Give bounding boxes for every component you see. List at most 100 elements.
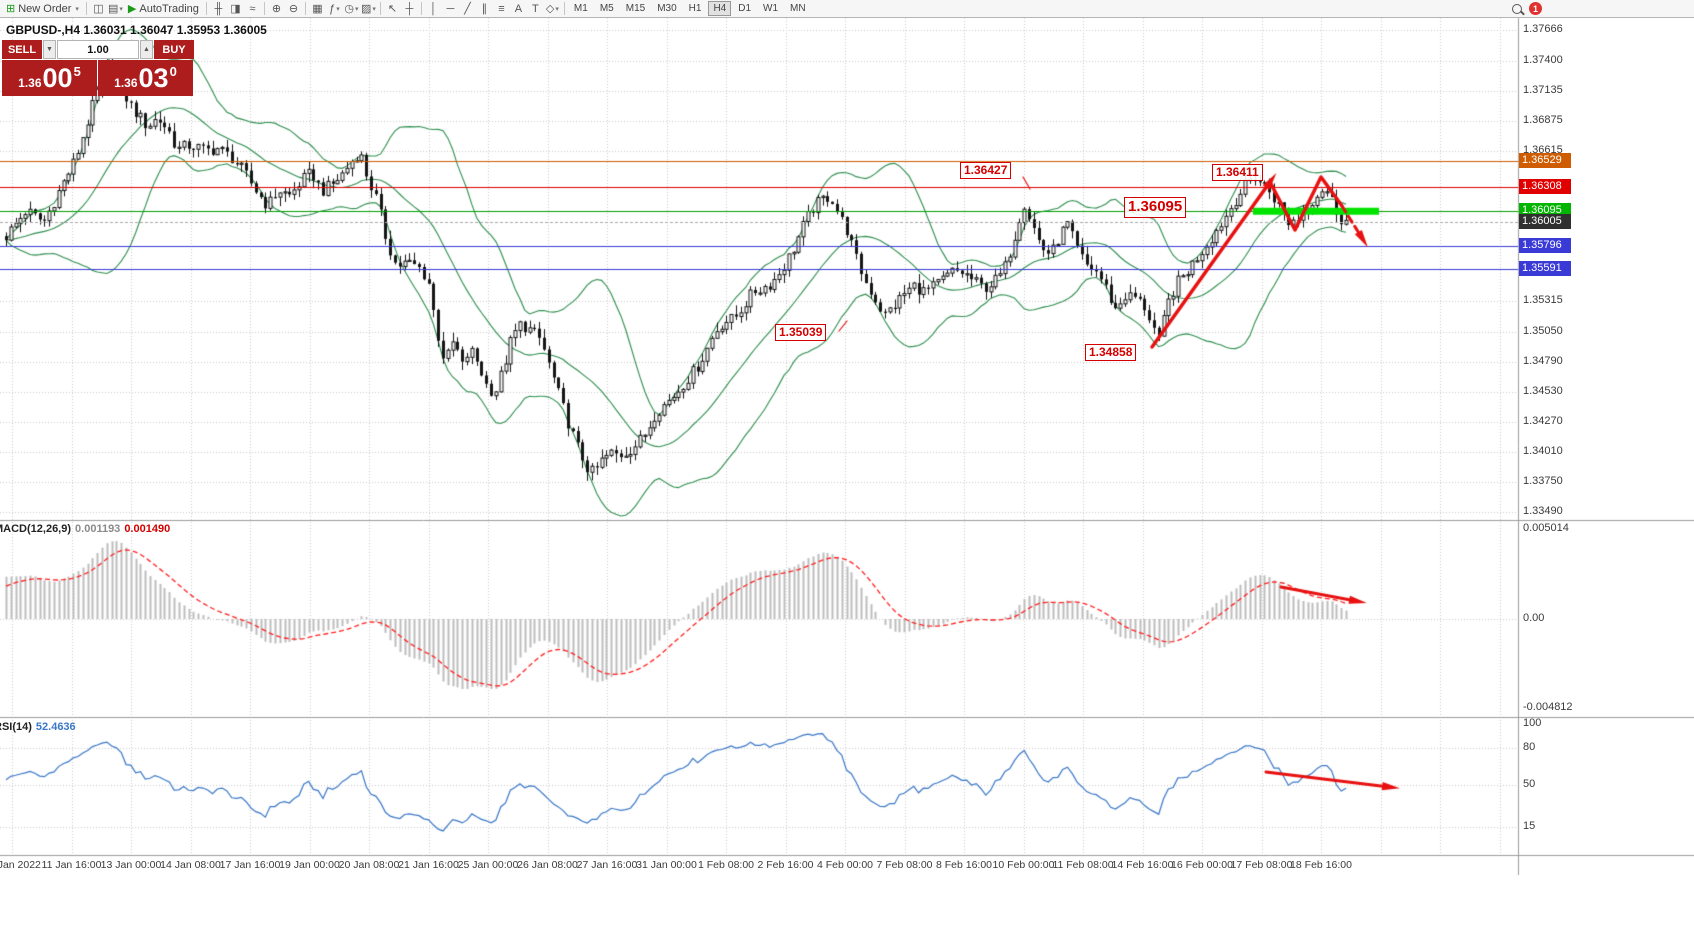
- rsi-axis-label: 50: [1523, 777, 1536, 790]
- timeframe-h1-button[interactable]: H1: [688, 3, 702, 14]
- price-axis-marker[interactable]: 1.36005: [1519, 213, 1571, 229]
- horizontal-line-icon-glyph-icon: ─: [446, 2, 455, 15]
- one-click-trading-widget: SELL ▼ 1.00 ▲ BUY 1.36 00 5 1.36 03 0: [2, 40, 194, 96]
- candlestick-type-icon[interactable]: ◨: [227, 1, 244, 17]
- price-axis-label: 1.34270: [1523, 414, 1563, 427]
- candlestick-type-icon-glyph-icon: ◨: [230, 3, 241, 15]
- rsi-axis-label: 15: [1523, 819, 1536, 832]
- sell-price-point: 5: [73, 64, 81, 79]
- price-axis-marker[interactable]: 1.36308: [1519, 178, 1571, 194]
- periods-icon[interactable]: ◷ ▾: [343, 1, 360, 17]
- macd-axis-label: -0.004812: [1523, 701, 1573, 713]
- vertical-line-icon[interactable]: │: [425, 1, 442, 17]
- time-axis-label: 26 Jan 08:00: [517, 859, 578, 871]
- time-axis-label: 19 Jan 00:00: [279, 859, 340, 871]
- buy-price-display[interactable]: 1.36 03 0: [98, 60, 193, 96]
- equidistant-channel-icon-glyph-icon: ∥: [481, 3, 488, 15]
- templates-icon[interactable]: ▨ ▾: [360, 1, 377, 17]
- price-annotation[interactable]: 1.34858: [1085, 344, 1137, 361]
- trendline-icon[interactable]: ╱: [459, 1, 476, 17]
- volume-input[interactable]: 1.00: [57, 40, 139, 59]
- price-annotation[interactable]: 1.36411: [1212, 164, 1263, 181]
- line-chart-type-icon-glyph-icon: ≈: [249, 2, 256, 15]
- templates-icon-glyph-icon: ▨: [360, 3, 372, 15]
- profiles-icon[interactable]: ▤ ▾: [107, 1, 124, 17]
- price-axis-label: 1.37135: [1523, 84, 1563, 97]
- chart-symbol-title: GBPUSD-,H4 1.36031 1.36047 1.35953 1.360…: [6, 23, 267, 37]
- buy-button[interactable]: BUY: [154, 40, 194, 59]
- price-axis-label: 1.35050: [1523, 324, 1563, 337]
- search-icon[interactable]: [1512, 3, 1522, 14]
- new-order-glyph-icon: ⊞: [6, 3, 16, 15]
- tile-windows-icon[interactable]: ▦: [309, 1, 326, 17]
- price-annotation[interactable]: 1.36427: [960, 162, 1012, 179]
- autotrading-button-label: AutoTrading: [139, 2, 199, 15]
- equidistant-channel-icon[interactable]: ∥: [476, 1, 493, 17]
- time-axis-label: 1 Feb 08:00: [697, 859, 755, 871]
- timeframe-m30-button[interactable]: M30: [657, 3, 677, 14]
- sell-price-display[interactable]: 1.36 00 5: [2, 60, 97, 96]
- price-axis-marker[interactable]: 1.35591: [1519, 261, 1571, 277]
- time-axis-label: 20 Jan 08:00: [338, 859, 400, 871]
- time-axis-label: 4 Feb 00:00: [816, 859, 874, 871]
- time-axis-label: 13 Jan 00:00: [100, 859, 162, 871]
- toolbar-right-cluster: 1: [1512, 2, 1542, 15]
- timeframe-mn-button[interactable]: MN: [790, 3, 806, 14]
- time-axis-label: 11 Feb 08:00: [1052, 859, 1114, 871]
- time-axis-label: 31 Jan 00:00: [636, 859, 697, 871]
- autotrading-button[interactable]: ▶ AutoTrading: [124, 1, 203, 17]
- dropdown-caret-icon: ▾: [354, 5, 359, 13]
- price-annotation[interactable]: 1.35039: [775, 324, 827, 341]
- crosshair-icon[interactable]: ┼: [401, 1, 418, 17]
- timeframe-m5-button[interactable]: M5: [599, 3, 614, 14]
- sell-price-pips: 00: [42, 62, 73, 93]
- time-axis-label: 10 Feb 00:00: [992, 859, 1055, 871]
- rsi-value: 52.4636: [35, 721, 76, 733]
- horizontal-line-icon[interactable]: ─: [442, 1, 459, 17]
- new-order-button-label: New Order: [18, 2, 72, 15]
- timeframe-h4-button[interactable]: H4: [708, 1, 732, 16]
- macd-axis-label: 0.00: [1523, 612, 1545, 624]
- timeframe-d1-button[interactable]: D1: [738, 3, 752, 14]
- line-chart-type-icon[interactable]: ≈: [244, 1, 261, 17]
- bar-chart-type-icon[interactable]: ╫: [210, 1, 227, 17]
- timeframe-m15-button[interactable]: M15: [625, 3, 646, 14]
- macd-signal-value: 0.001490: [124, 523, 171, 535]
- cursor-icon[interactable]: ↖: [384, 1, 401, 17]
- zoom-in-icon[interactable]: ⊕: [268, 1, 285, 17]
- zoom-out-icon-glyph-icon: ⊖: [288, 3, 299, 15]
- toolbar-separator: [379, 2, 381, 15]
- sell-price-main: 1.36: [18, 76, 42, 90]
- notification-badge[interactable]: 1: [1529, 2, 1542, 15]
- text-label-icon[interactable]: T: [527, 1, 544, 17]
- time-axis-label: 16 Feb 00:00: [1171, 859, 1233, 871]
- arrows-icon[interactable]: ◇ ▾: [544, 1, 561, 17]
- price-axis-marker[interactable]: 1.35796: [1519, 237, 1571, 253]
- macd-axis-label: 0.005014: [1523, 522, 1569, 534]
- rsi-axis-label: 100: [1523, 717, 1542, 729]
- timeframe-m1-button[interactable]: M1: [573, 3, 588, 14]
- price-annotation[interactable]: 1.36095: [1124, 197, 1187, 218]
- new-order-button[interactable]: ⊞ New Order ▾: [2, 1, 83, 17]
- price-axis-label: 1.33490: [1523, 505, 1563, 517]
- charts-window-icon[interactable]: ◫: [90, 1, 107, 17]
- sell-button[interactable]: SELL: [2, 40, 42, 59]
- timeframe-w1-button[interactable]: W1: [763, 3, 779, 14]
- price-axis-marker[interactable]: 1.36529: [1519, 153, 1571, 169]
- tile-windows-icon-glyph-icon: ▦: [312, 3, 323, 15]
- indicators-icon[interactable]: ƒ ▾: [326, 1, 343, 17]
- vertical-line-icon-glyph-icon: │: [429, 2, 437, 15]
- indicators-icon-glyph-icon: ƒ: [329, 2, 336, 15]
- price-axis-label: 1.34530: [1523, 384, 1563, 397]
- text-icon[interactable]: A: [510, 1, 527, 17]
- dropdown-caret-icon: ▾: [555, 5, 559, 13]
- fibonacci-icon[interactable]: ≡: [493, 1, 510, 17]
- volume-decrease-button[interactable]: ▼: [43, 40, 56, 59]
- time-axis-label: 17 Jan 16:00: [219, 859, 281, 871]
- price-axis-label: 1.33750: [1523, 474, 1563, 487]
- volume-increase-button[interactable]: ▲: [140, 40, 153, 59]
- zoom-out-icon[interactable]: ⊖: [285, 1, 302, 17]
- time-axis-label: 25 Jan 00:00: [457, 859, 519, 871]
